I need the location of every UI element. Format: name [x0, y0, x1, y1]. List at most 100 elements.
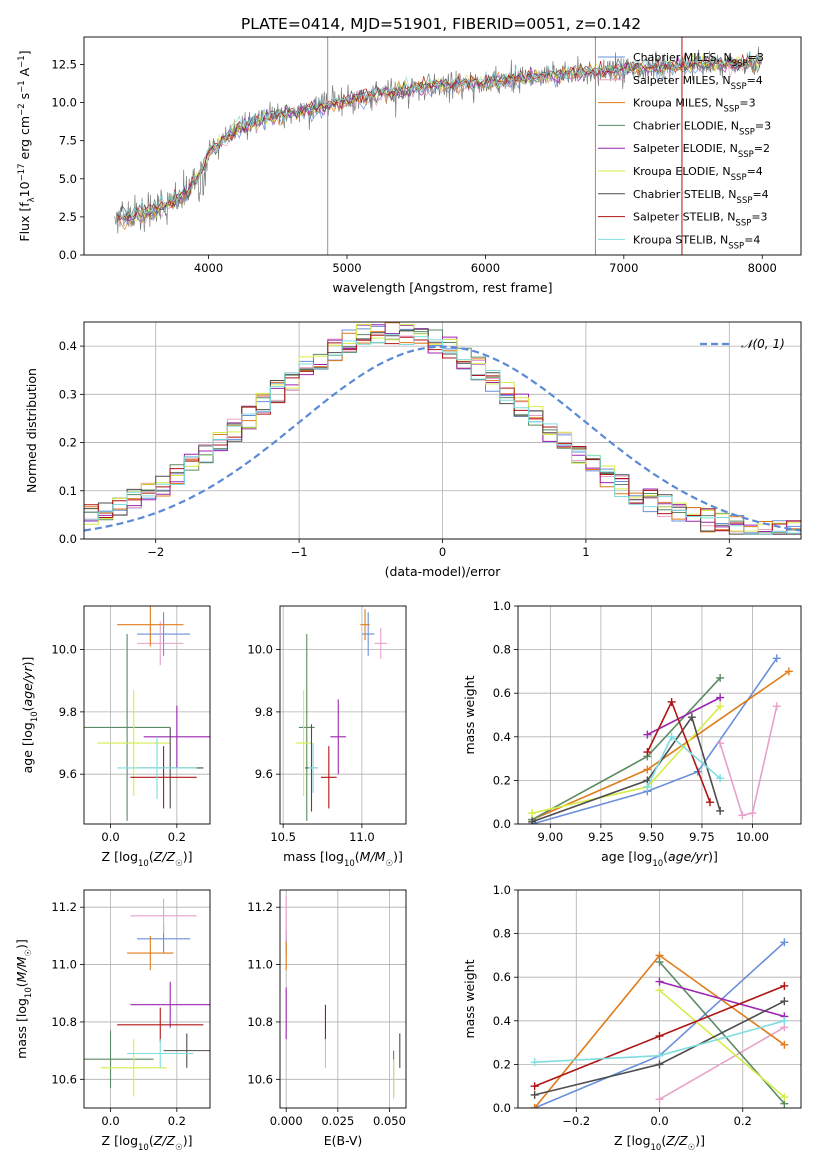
x-tick-label: 0.0: [101, 830, 119, 844]
plot-area-mass-vs-ebv: [285, 895, 401, 1100]
y-tick-label: 11.0: [51, 958, 77, 972]
legend-label-7: Salpeter STELIB, NSSP=3: [633, 211, 768, 229]
y-tick-label: 10.8: [51, 1015, 77, 1029]
label-part: ☉: [24, 949, 34, 957]
label-part: Flux [f: [17, 202, 32, 242]
label-part: Chabrier MILES, N: [633, 51, 732, 64]
model-spectrum-7: [116, 51, 761, 221]
y-tick-label: 11.2: [51, 900, 77, 914]
x-tick-label: 10.00: [736, 830, 769, 844]
errorbar-point-0: [361, 612, 375, 656]
weight-line-6: [531, 715, 721, 823]
label-part: SSP: [735, 219, 751, 229]
x-axis-label: Z [log10(Z/Z☉)]: [102, 1133, 193, 1153]
label-part: Z [log: [102, 1133, 138, 1148]
axes-mass-vs-Z: 0.0 0.2 10.6 10.8 11.0 11.2: [51, 890, 210, 1128]
label-part: =4: [744, 233, 760, 246]
residual-histogram-3: [84, 329, 801, 535]
x-axis-label: (data-model)/error: [385, 564, 502, 579]
axes-frame-mass-vs-ebv: [279, 889, 407, 1109]
weight-marker: [655, 1060, 664, 1069]
label-part: age [log: [20, 722, 35, 773]
plot-area-age-vs-Z: [84, 606, 210, 821]
weight-marker: [716, 774, 725, 783]
errorbar-point-6: [163, 1033, 210, 1068]
x-tick-label: −0.2: [562, 1114, 590, 1128]
label-part: Salpeter MILES, N: [633, 74, 731, 87]
weight-line-2: [531, 670, 790, 821]
y-tick-label: 0.4: [493, 730, 511, 744]
y-tick-label: 0.0: [59, 248, 77, 262]
label-part: Chabrier ELODIE, N: [633, 119, 739, 132]
label-part: mass weight: [462, 675, 477, 754]
axes-age-vs-Z: 0.0 0.2 9.6 9.8 10.0: [51, 606, 210, 844]
label-part: Kroupa STELIB, N: [633, 233, 728, 246]
errorbar-point-8: [308, 743, 318, 793]
y-tick-label: 10.6: [51, 1072, 77, 1086]
y-tick-label: 0.1: [59, 484, 77, 498]
label-part: M/M: [360, 849, 386, 864]
errorbar-point-1: [137, 621, 184, 666]
label-part: ☉: [175, 859, 183, 869]
y-tick-label: 5.0: [59, 172, 77, 186]
x-tick-label: 0.000: [270, 1114, 303, 1128]
label-part: −1: [17, 80, 27, 93]
y-axis-label: age [log10(age/yr)]: [20, 657, 40, 774]
label-part: =3: [739, 97, 755, 110]
label-part: Z [log: [102, 849, 138, 864]
label-part: s: [17, 93, 32, 104]
y-axis-label: mass [log10(M/M☉)]: [14, 939, 34, 1059]
x-tick-label: −2: [147, 545, 164, 559]
label-part: 10: [24, 987, 34, 998]
weight-marker: [667, 732, 676, 741]
y-tick-label: 0.4: [59, 339, 77, 353]
weight-marker: [716, 673, 725, 682]
plot-area-weight-vs-Z: [530, 938, 789, 1108]
model-spectrum-8: [116, 51, 761, 220]
label-part: (: [20, 706, 35, 711]
weight-marker: [528, 809, 537, 818]
label-part: =2: [754, 142, 770, 155]
label-part: (: [14, 982, 29, 987]
axes-frame-age-vs-mass: [279, 605, 407, 825]
weight-marker: [784, 667, 793, 676]
label-part: =4: [752, 188, 768, 201]
plot-area-residuals: [84, 322, 801, 535]
y-tick-label: 10.8: [247, 1015, 273, 1029]
weight-marker: [643, 730, 652, 739]
weight-marker: [772, 702, 781, 711]
y-tick-label: 0.3: [59, 387, 77, 401]
y-tick-label: 2.5: [59, 210, 77, 224]
axes-frame-weight-vs-Z: [517, 889, 802, 1109]
x-tick-label: 0.050: [373, 1114, 406, 1128]
label-part: Kroupa MILES, N: [633, 97, 723, 110]
label-part: )]: [183, 1133, 193, 1148]
weight-marker: [780, 981, 789, 990]
weight-marker: [667, 697, 676, 706]
y-tick-label: 11.2: [247, 900, 273, 914]
x-tick-label: 2: [726, 545, 733, 559]
y-tick-label: 7.5: [59, 134, 77, 148]
label-part: A: [17, 67, 32, 80]
plot-area-weight-vs-age: [528, 654, 793, 824]
label-part: (: [663, 849, 668, 864]
legend-label-6: Chabrier STELIB, NSSP=4: [633, 188, 769, 206]
label-part: 10: [138, 1143, 149, 1153]
weight-marker: [643, 782, 652, 791]
axes-residuals: −2 −1 0 1 2 0.0 0.1 0.2 0.3 0.4: [59, 322, 801, 559]
label-part: )]: [14, 939, 29, 949]
label-part: age [log: [601, 849, 652, 864]
weight-marker: [780, 1016, 789, 1025]
y-tick-label: 9.8: [255, 705, 273, 719]
x-axis-label: Z [log10(Z/Z☉)]: [102, 849, 193, 869]
figure-title: PLATE=0414, MJD=51901, FIBERID=0051, z=0…: [241, 15, 641, 33]
y-tick-label: 0.6: [493, 970, 511, 984]
y-tick-label: 10.0: [247, 643, 273, 657]
label-part: SSP: [731, 173, 747, 183]
y-tick-label: 0.8: [493, 927, 511, 941]
y-axis-label: Flux [fλ10−17 erg cm−2 s−1 A−1]: [17, 50, 37, 241]
errorbar-point-2: [127, 935, 174, 971]
y-tick-label: 0.0: [493, 817, 511, 831]
label-part: age/yr: [20, 666, 35, 707]
